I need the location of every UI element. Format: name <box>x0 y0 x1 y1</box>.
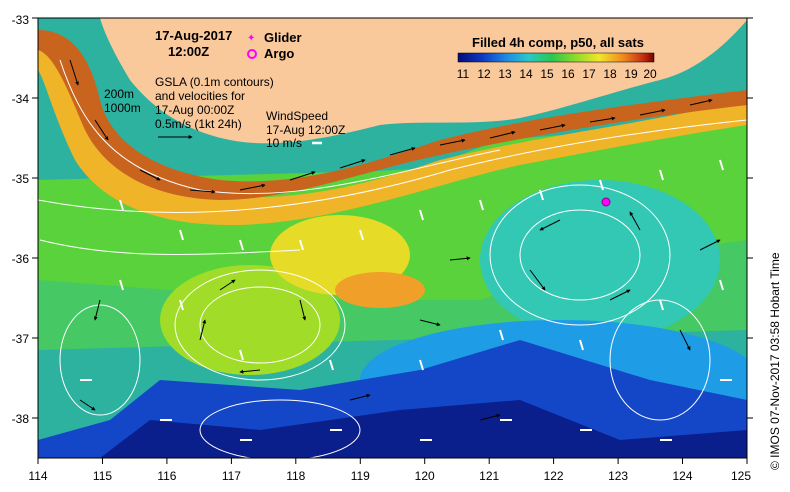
isobath-200-label: 200m <box>104 87 134 101</box>
lat-label: -34 <box>12 92 30 106</box>
colorbar-tick: 19 <box>624 67 638 81</box>
lon-label: 125 <box>731 469 751 483</box>
colorbar-tick: 11 <box>457 67 470 81</box>
glider-icon: ✦ <box>247 33 255 44</box>
argo-icon <box>247 49 257 59</box>
isobath-1000-label: 1000m <box>104 101 141 115</box>
colorbar-tick: 17 <box>582 67 596 81</box>
map-date: 17-Aug-2017 <box>155 28 232 43</box>
coldest-water <box>100 400 747 458</box>
lon-label: 114 <box>28 469 47 483</box>
wind-annotation: WindSpeed 17-Aug 12:00Z 10 m/s <box>266 109 345 150</box>
gsla-line2: and velocities for <box>155 89 245 103</box>
wind-arrows <box>80 159 732 441</box>
lat-label: -38 <box>12 412 30 426</box>
lon-label: 116 <box>157 469 176 483</box>
leeuwin-current <box>38 40 747 225</box>
argo-float-marker[interactable] <box>601 197 611 207</box>
lon-label: 119 <box>351 469 370 483</box>
argo-legend-label: Argo <box>264 46 294 61</box>
map-time: 12:00Z <box>168 44 209 59</box>
latitude-labels: -33 -34 -35 -36 -37 -38 <box>12 13 30 426</box>
lon-label: 118 <box>286 469 305 483</box>
lat-label: -36 <box>12 252 30 266</box>
lat-label: -33 <box>12 13 30 27</box>
lon-label: 115 <box>93 469 112 483</box>
lat-label: -37 <box>12 332 30 346</box>
shelf-warm-band <box>38 30 747 200</box>
lon-label: 123 <box>608 469 628 483</box>
wind-line3: 10 m/s <box>266 136 302 150</box>
lon-label: 117 <box>222 469 241 483</box>
colorbar-tick: 15 <box>540 67 554 81</box>
lon-label: 120 <box>415 469 435 483</box>
gsla-line3: 17-Aug 00:00Z <box>155 103 234 117</box>
gsla-line4: 0.5m/s (1kt 24h) <box>155 117 242 131</box>
wind-line2: 17-Aug 12:00Z <box>266 123 345 137</box>
glider-legend-label: Glider <box>264 30 302 45</box>
cool-eddy <box>480 180 720 340</box>
plot-area <box>38 18 747 458</box>
platform-legend: ✦ Glider Argo <box>247 30 302 61</box>
colorbar-tick: 18 <box>603 67 617 81</box>
gsla-line1: GSLA (0.1m contours) <box>155 75 274 89</box>
colorbar-tick: 20 <box>643 67 657 81</box>
colorbar-tick: 12 <box>477 67 491 81</box>
colorbar-scale <box>457 52 655 63</box>
imos-credit: © IMOS 07-Nov-2017 03:58 Hobart Time <box>768 252 782 470</box>
current-arrows <box>69 59 721 421</box>
warm-eddy <box>160 265 340 375</box>
plot-frame <box>37 17 748 459</box>
axis-ticks <box>32 17 753 464</box>
colorbar-tick: 16 <box>561 67 575 81</box>
lon-label: 121 <box>479 469 499 483</box>
land-australia <box>100 18 747 144</box>
lat-label: -35 <box>12 172 30 186</box>
longitude-labels: 114 115 116 117 118 119 120 121 122 123 … <box>28 469 751 483</box>
wind-line1: WindSpeed <box>266 109 328 123</box>
colorbar-title: Filled 4h comp, p50, all sats <box>472 35 644 50</box>
colorbar-tick: 14 <box>519 67 533 81</box>
lon-label: 124 <box>672 469 692 483</box>
colorbar: Filled 4h comp, p50, all sats 11 12 13 1… <box>457 35 657 81</box>
warm-filament <box>335 272 425 308</box>
gsla-annotation: GSLA (0.1m contours) and velocities for … <box>155 75 274 139</box>
lon-label: 122 <box>544 469 564 483</box>
colorbar-tick: 13 <box>498 67 512 81</box>
